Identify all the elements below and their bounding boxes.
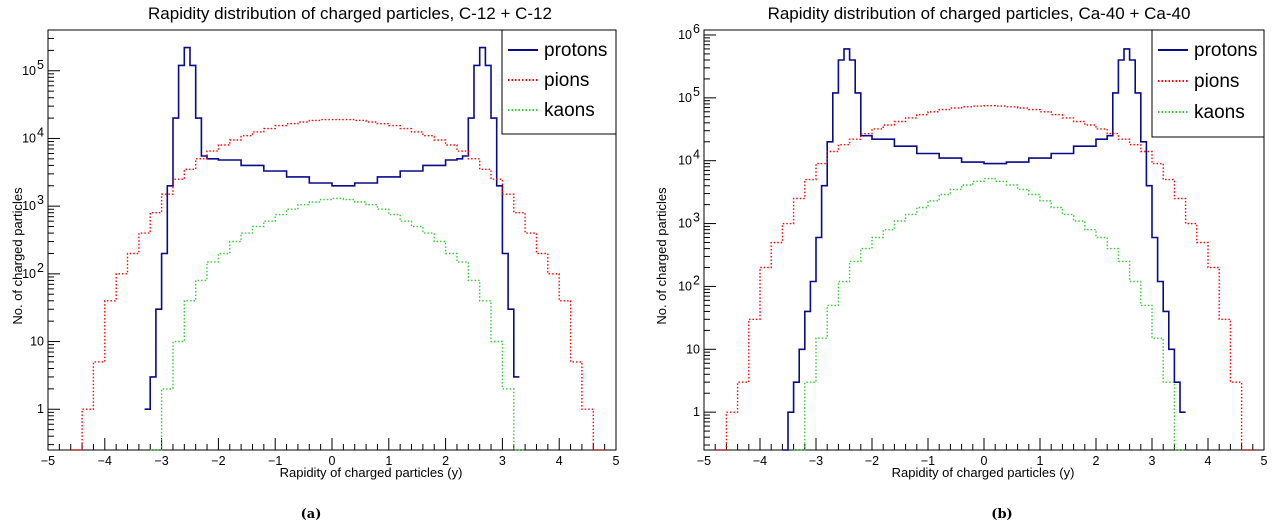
legend-label-kaons: kaons [544, 100, 595, 121]
y-tick-label: 10 [30, 335, 44, 349]
x-tick-label: −4 [98, 454, 112, 468]
panel-caption: (a) [301, 507, 322, 522]
x-tick-label: 5 [613, 454, 620, 468]
panel-a: Rapidity distribution of charged particl… [10, 4, 620, 522]
y-tick-label: 10 [22, 64, 36, 78]
series-protons [782, 48, 1186, 451]
y-tick-label: 10 [678, 91, 692, 105]
y-tick-label: 10 [22, 199, 36, 213]
y-tick-label: 10 [678, 279, 692, 293]
legend-label-protons: protons [544, 40, 607, 61]
x-tick-label: −4 [753, 454, 767, 468]
legend: protons pions kaons [1151, 29, 1265, 138]
legend-box [501, 29, 617, 135]
x-tick-label: −1 [268, 454, 282, 468]
series-pions [715, 105, 1253, 451]
y-tick-exponent: 2 [693, 273, 700, 287]
y-tick-exponent: 5 [693, 85, 700, 99]
panel-caption: (b) [991, 507, 1012, 522]
y-tick-exponent: 4 [37, 125, 44, 139]
x-tick-label: 4 [1205, 454, 1212, 468]
legend: protons pions kaons [501, 29, 617, 135]
legend-box [1151, 29, 1265, 138]
x-tick-label: 1 [1037, 454, 1044, 468]
y-tick-label: 10 [686, 342, 700, 356]
series-kaons [150, 197, 526, 451]
x-tick-label: 5 [1261, 454, 1268, 468]
y-tick-label: 10 [22, 267, 36, 281]
x-tick-label: 3 [499, 454, 506, 468]
x-tick-label: −3 [809, 454, 823, 468]
x-tick-label: 3 [1149, 454, 1156, 468]
y-axis-label: No. of charged particles [10, 187, 25, 325]
legend-label-pions: pions [544, 70, 589, 91]
x-tick-label: 2 [1093, 454, 1100, 468]
y-tick-label: 10 [22, 131, 36, 145]
y-tick-exponent: 5 [37, 58, 44, 72]
x-tick-label: −5 [41, 454, 55, 468]
legend-label-protons: protons [1194, 40, 1257, 61]
panel-b: Rapidity distribution of charged particl… [654, 4, 1268, 522]
legend-label-pions: pions [1194, 71, 1239, 92]
chart-title: Rapidity distribution of charged particl… [148, 4, 552, 23]
x-tick-label: 4 [556, 454, 563, 468]
y-tick-label: 10 [678, 217, 692, 231]
y-tick-label: 1 [693, 405, 700, 419]
chart-title: Rapidity distribution of charged particl… [768, 4, 1191, 23]
series-kaons [793, 177, 1186, 451]
x-tick-label: −5 [697, 454, 711, 468]
x-tick-label: −1 [921, 454, 935, 468]
y-tick-exponent: 4 [693, 148, 700, 162]
y-tick-exponent: 6 [693, 22, 700, 36]
x-tick-label: −2 [865, 454, 879, 468]
y-axis-label: No. of charged particles [654, 187, 669, 325]
x-tick-label: −2 [211, 454, 225, 468]
y-tick-exponent: 3 [693, 211, 700, 225]
y-tick-label: 1 [37, 402, 44, 416]
x-axis-label: Rapidity of charged particles (y) [892, 465, 1075, 480]
x-tick-label: 0 [981, 454, 988, 468]
x-tick-label: −3 [154, 454, 168, 468]
x-axis-label: Rapidity of charged particles (y) [280, 465, 463, 480]
x-tick-label: 2 [442, 454, 449, 468]
y-tick-exponent: 3 [37, 193, 44, 207]
x-tick-label: 1 [385, 454, 392, 468]
legend-label-kaons: kaons [1194, 102, 1245, 123]
y-tick-label: 10 [678, 154, 692, 168]
y-tick-label: 10 [678, 28, 692, 42]
y-tick-exponent: 2 [37, 261, 44, 275]
x-tick-label: 0 [329, 454, 336, 468]
series-protons [144, 46, 520, 410]
